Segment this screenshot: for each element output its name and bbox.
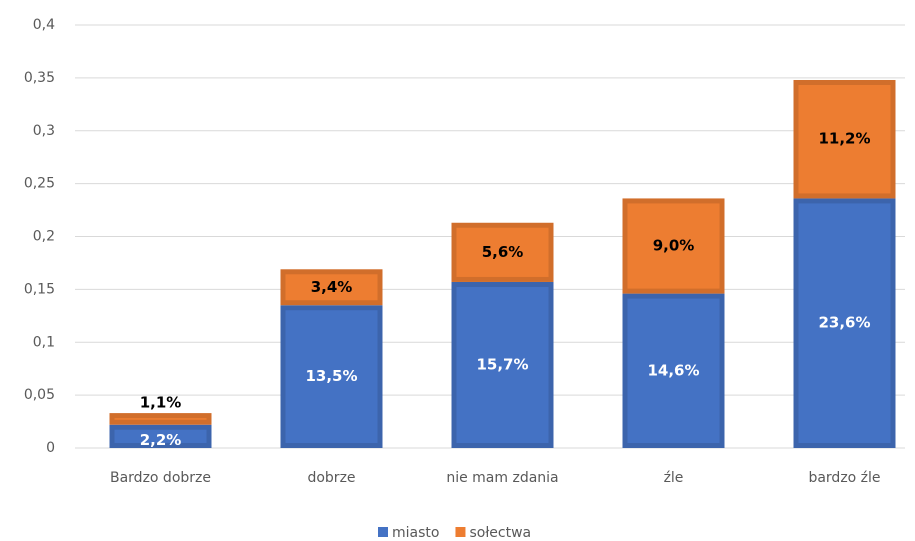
- y-tick-label: 0,05: [24, 387, 55, 403]
- x-tick-label: źle: [664, 470, 684, 486]
- y-tick-label: 0,4: [33, 17, 55, 33]
- legend-label: miasto: [392, 525, 439, 541]
- bar-segment: [109, 424, 212, 448]
- bar-segment: [793, 79, 896, 199]
- data-label: 13,5%: [305, 367, 357, 385]
- x-tick-label: bardzo źle: [808, 470, 880, 486]
- bar-segment: [622, 293, 725, 449]
- y-tick-label: 0,3: [33, 123, 55, 139]
- y-tick-label: 0,25: [24, 176, 55, 192]
- legend-label: sołectwa: [469, 525, 531, 541]
- x-tick-label: Bardzo dobrze: [110, 470, 211, 486]
- bar-segment: [451, 222, 554, 282]
- bar-segment: [280, 305, 383, 448]
- data-label: 15,7%: [476, 355, 528, 373]
- data-label: 5,6%: [482, 243, 524, 261]
- data-label: 1,1%: [140, 393, 182, 411]
- y-tick-label: 0,1: [33, 334, 55, 350]
- legend-swatch: [378, 527, 388, 537]
- bar-segment: [280, 269, 383, 306]
- y-tick-label: 0,2: [33, 229, 55, 245]
- y-tick-label: 0,15: [24, 281, 55, 297]
- data-label: 3,4%: [311, 278, 353, 296]
- data-label: 2,2%: [140, 431, 182, 449]
- y-tick-label: 0: [46, 440, 55, 456]
- bar-segment: [793, 198, 896, 448]
- data-label: 11,2%: [818, 130, 870, 148]
- y-tick-label: 0,35: [24, 70, 55, 86]
- x-tick-label: nie mam zdania: [446, 470, 558, 486]
- data-label: 14,6%: [647, 361, 699, 379]
- bar-segment: [451, 281, 554, 448]
- bar-segment: [109, 413, 212, 425]
- bar-segment: [622, 198, 725, 294]
- data-label: 23,6%: [818, 314, 870, 332]
- legend-swatch: [455, 527, 466, 537]
- data-label: 9,0%: [653, 237, 695, 255]
- x-tick-label: dobrze: [307, 470, 355, 486]
